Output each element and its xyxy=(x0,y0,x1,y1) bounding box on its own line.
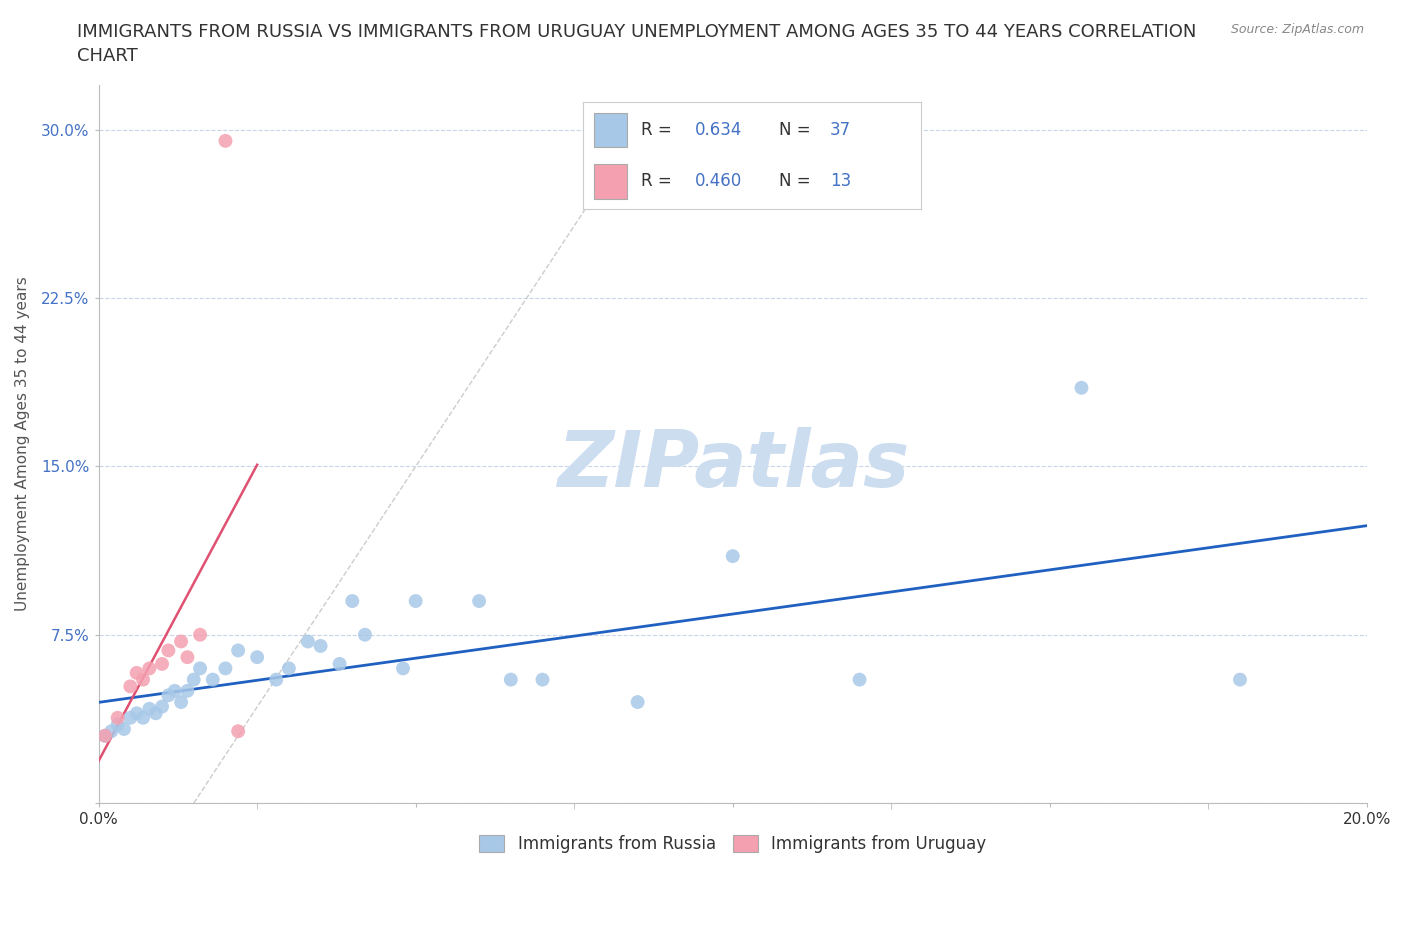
Point xyxy=(329,657,352,671)
Point xyxy=(354,627,377,642)
Point xyxy=(342,593,364,608)
Point xyxy=(163,684,186,698)
Point xyxy=(150,699,173,714)
Point xyxy=(132,672,155,687)
Point xyxy=(170,695,193,710)
Point xyxy=(145,706,167,721)
Point xyxy=(226,724,249,738)
Text: 37: 37 xyxy=(830,121,851,140)
Point xyxy=(176,650,198,665)
Point xyxy=(138,701,160,716)
Point xyxy=(125,706,148,721)
Point xyxy=(100,724,122,738)
Text: 0.634: 0.634 xyxy=(695,121,742,140)
Text: N =: N = xyxy=(779,172,815,191)
Bar xyxy=(593,165,627,199)
Point xyxy=(125,666,148,681)
Point xyxy=(392,661,415,676)
Point xyxy=(468,593,491,608)
Point xyxy=(214,133,236,148)
Point xyxy=(120,679,142,694)
Text: N =: N = xyxy=(779,121,815,140)
Text: R =: R = xyxy=(641,172,676,191)
Point xyxy=(201,672,224,687)
Text: IMMIGRANTS FROM RUSSIA VS IMMIGRANTS FROM URUGUAY UNEMPLOYMENT AMONG AGES 35 TO : IMMIGRANTS FROM RUSSIA VS IMMIGRANTS FRO… xyxy=(77,23,1197,65)
Point xyxy=(626,695,648,710)
Point xyxy=(405,593,427,608)
Point xyxy=(107,711,129,725)
Point xyxy=(150,657,173,671)
Point xyxy=(170,634,193,649)
Point xyxy=(188,661,211,676)
Point xyxy=(264,672,287,687)
Bar xyxy=(593,113,627,147)
Point xyxy=(138,661,160,676)
Point xyxy=(531,672,554,687)
Text: 0.460: 0.460 xyxy=(695,172,742,191)
Point xyxy=(297,634,319,649)
Text: ZIPatlas: ZIPatlas xyxy=(557,428,908,503)
Text: Source: ZipAtlas.com: Source: ZipAtlas.com xyxy=(1230,23,1364,36)
Legend: Immigrants from Russia, Immigrants from Uruguay: Immigrants from Russia, Immigrants from … xyxy=(472,828,993,859)
Point xyxy=(157,643,180,658)
Point xyxy=(499,672,522,687)
Point xyxy=(132,711,155,725)
Point xyxy=(157,688,180,703)
Point xyxy=(309,639,332,654)
Point xyxy=(112,722,135,737)
Y-axis label: Unemployment Among Ages 35 to 44 years: Unemployment Among Ages 35 to 44 years xyxy=(15,276,30,611)
Point xyxy=(1070,380,1092,395)
Point xyxy=(214,661,236,676)
Point xyxy=(188,627,211,642)
Point xyxy=(721,549,744,564)
Point xyxy=(94,728,117,743)
Point xyxy=(183,672,205,687)
Point xyxy=(848,672,870,687)
Point xyxy=(120,711,142,725)
Point xyxy=(107,717,129,732)
Point xyxy=(246,650,269,665)
Point xyxy=(176,684,198,698)
Text: R =: R = xyxy=(641,121,676,140)
Text: 13: 13 xyxy=(830,172,851,191)
Point xyxy=(277,661,299,676)
Point xyxy=(226,643,249,658)
Point xyxy=(1229,672,1251,687)
Point xyxy=(94,728,117,743)
